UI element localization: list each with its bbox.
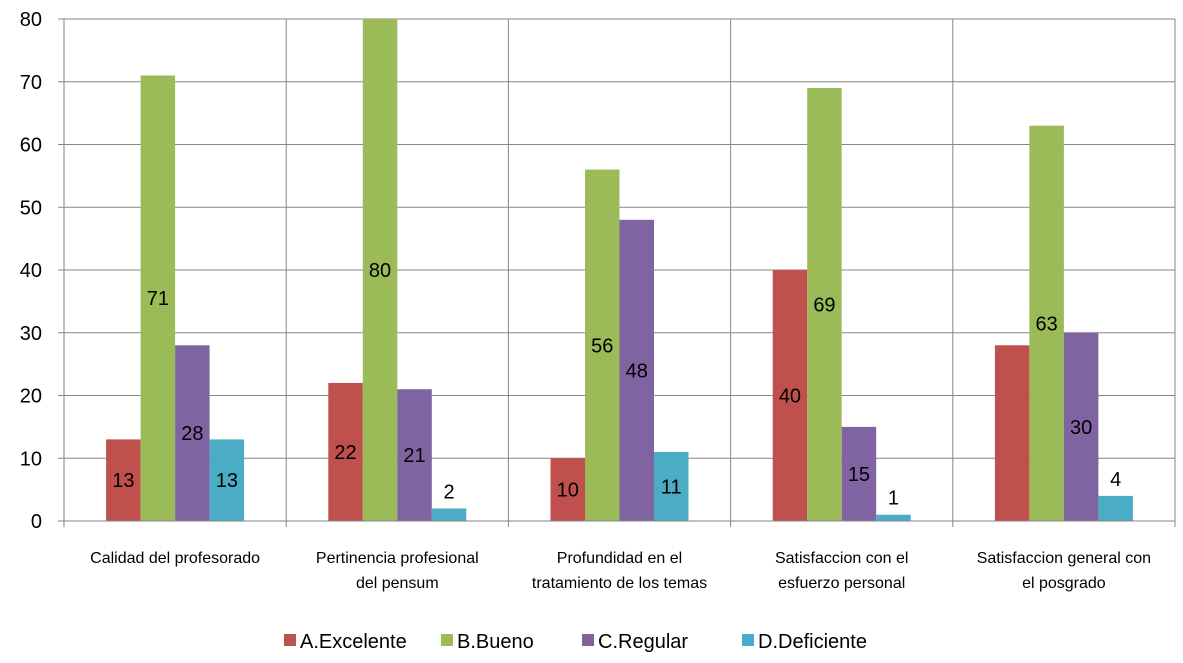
bar-D.Deficiente-2 [654, 451, 689, 521]
bar-B.Bueno-2 [585, 169, 620, 521]
data-label: 21 [403, 445, 425, 467]
legend-label: B.Bueno [457, 631, 534, 653]
data-label: 1 [888, 488, 899, 510]
bar-C.Regular-1 [397, 389, 432, 521]
bar-C.Regular-4 [1063, 332, 1099, 521]
data-label: 71 [147, 288, 169, 310]
data-label: 80 [369, 260, 391, 282]
data-label: 30 [1070, 417, 1092, 439]
category-label: el posgrado [1022, 575, 1106, 592]
category-label: Calidad del profesorado [90, 550, 260, 567]
bars-layer [106, 19, 1133, 522]
data-label: 40 [779, 386, 801, 408]
bar-B.Bueno-1 [362, 19, 398, 521]
category-label: Satisfaccion general con [977, 550, 1151, 567]
bar-A.Excelente-2 [550, 458, 585, 521]
y-tick-label: 50 [20, 197, 42, 219]
data-label: 22 [334, 442, 356, 464]
y-tick-label: 20 [20, 386, 42, 408]
category-label: Satisfaccion con el [775, 550, 908, 567]
data-label: 11 [661, 476, 682, 498]
category-label: tratamiento de los temas [532, 575, 707, 592]
category-label: esfuerzo personal [778, 575, 905, 592]
data-label: 4 [1110, 469, 1121, 491]
bar-B.Bueno-4 [1029, 125, 1064, 522]
legend-swatch [441, 634, 453, 646]
data-label: 56 [591, 335, 613, 357]
legend-swatch [582, 634, 594, 646]
data-label: 10 [557, 480, 579, 502]
bar-D.Deficiente-4 [1098, 495, 1133, 521]
bar-A.Excelente-3 [772, 270, 808, 521]
legend: A.Excelente B.Bueno C.Regular D.Deficiente [284, 631, 867, 653]
bar-D.Deficiente-3 [876, 514, 911, 521]
y-tick-label: 10 [20, 448, 42, 470]
bar-D.Deficiente-1 [431, 508, 467, 521]
data-label: 15 [848, 464, 870, 486]
y-tick-label: 60 [20, 135, 42, 157]
category-label: Pertinencia profesional [316, 550, 479, 567]
y-tick-label: 30 [20, 323, 42, 345]
category-label: Profundidad en el [557, 550, 682, 567]
bar-A.Excelente-1 [328, 382, 363, 521]
legend-swatch [284, 634, 296, 646]
y-tick-label: 0 [31, 511, 42, 533]
category-label: del pensum [356, 575, 439, 592]
y-tick-label: 80 [20, 9, 42, 31]
data-label: 2 [443, 481, 454, 503]
y-tick-label: 40 [20, 260, 42, 282]
y-tick-label: 70 [20, 72, 42, 94]
bar-A.Excelente-4 [994, 345, 1030, 521]
legend-label: D.Deficiente [758, 631, 867, 653]
data-label: 13 [112, 470, 134, 492]
data-label: 13 [216, 470, 238, 492]
legend-label: C.Regular [598, 631, 688, 653]
bar-B.Bueno-3 [807, 88, 842, 522]
legend-swatch [742, 634, 754, 646]
bar-D.Deficiente-0 [209, 439, 245, 521]
bar-A.Excelente-0 [106, 439, 141, 521]
bar-B.Bueno-0 [140, 75, 176, 521]
axis-layer: 0 10 20 30 40 50 60 70 80 Calidad del profesorado… [20, 9, 1176, 592]
legend-label: A.Excelente [300, 631, 407, 653]
data-label: 48 [626, 360, 648, 382]
bar-C.Regular-2 [619, 219, 654, 522]
data-label: 63 [1036, 313, 1058, 335]
bar-C.Regular-3 [841, 426, 877, 521]
bar-C.Regular-0 [175, 345, 210, 521]
data-label: 28 [181, 423, 203, 445]
data-label: 69 [813, 295, 835, 317]
